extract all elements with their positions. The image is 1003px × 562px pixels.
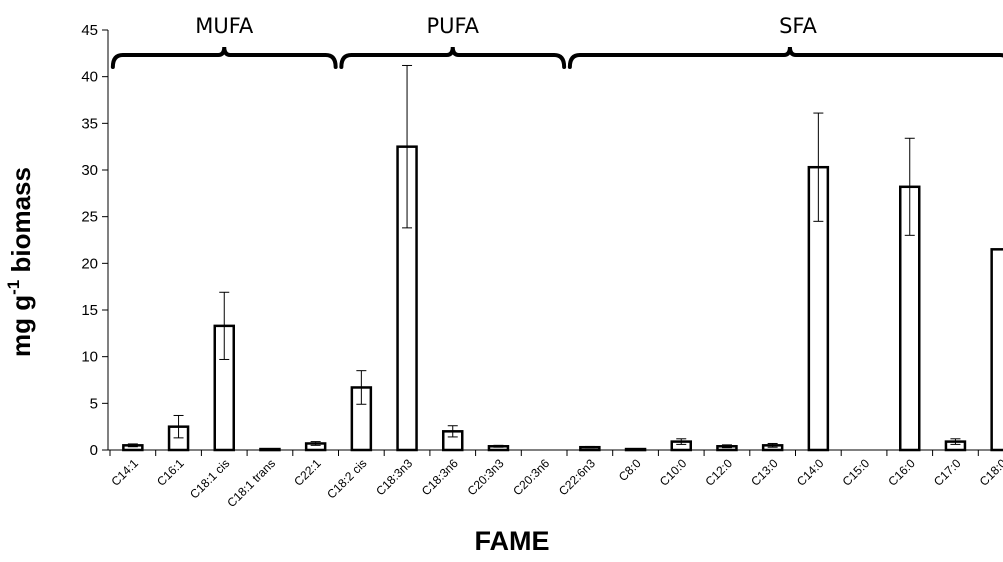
x-axis-title: FAME xyxy=(474,526,549,556)
category-label: C13:0 xyxy=(748,456,781,489)
group-bracket xyxy=(567,46,1003,69)
y-tick-label: 20 xyxy=(81,255,98,272)
category-label: C18:1 cis xyxy=(187,456,232,501)
group-bracket xyxy=(110,46,338,69)
y-axis-title: mg g-1 biomass xyxy=(4,167,36,357)
x-axis xyxy=(108,449,1003,456)
group-brackets: MUFA PUFA SFA xyxy=(110,14,1003,69)
y-tick-label: 25 xyxy=(81,209,98,226)
y-tick-label: 15 xyxy=(81,302,98,319)
category-label: C18:1 trans xyxy=(224,456,278,510)
category-label: C18:0 xyxy=(977,456,1003,489)
bars xyxy=(122,145,1003,452)
category-label: C16:0 xyxy=(885,456,918,489)
category-label: C8:0 xyxy=(616,456,644,484)
category-label: C14:0 xyxy=(794,456,827,489)
category-label: C22:1 xyxy=(291,456,324,489)
y-tick-label: 10 xyxy=(81,349,98,366)
group-label: PUFA xyxy=(426,14,479,38)
group-bracket xyxy=(339,46,567,69)
category-label: C10:0 xyxy=(657,456,690,489)
category-label: C14:1 xyxy=(108,456,141,489)
category-label: C18:3n3 xyxy=(373,456,415,498)
group-label: MUFA xyxy=(195,14,254,38)
category-label: C22:6n3 xyxy=(556,456,598,498)
y-tick-label: 0 xyxy=(90,442,98,459)
y-tick-label: 5 xyxy=(90,395,98,412)
category-label: C17:0 xyxy=(931,456,964,489)
category-label: C20:3n3 xyxy=(465,456,507,498)
y-tick-label: 30 xyxy=(81,162,98,179)
category-label: C18:3n6 xyxy=(419,456,461,498)
bar xyxy=(990,248,1003,452)
category-label: C20:3n6 xyxy=(510,456,552,498)
category-label: C16:1 xyxy=(154,456,187,489)
category-label: C12:0 xyxy=(703,456,736,489)
group-label: SFA xyxy=(779,14,817,38)
y-tick-label: 45 xyxy=(81,22,98,39)
y-tick-label: 40 xyxy=(81,69,98,86)
error-bars xyxy=(127,64,961,451)
y-tick-label: 35 xyxy=(81,115,98,132)
y-axis xyxy=(102,29,109,451)
category-label: C18:2 cis xyxy=(324,456,369,501)
y-tick-labels: 0 5 10 15 20 25 30 35 40 45 xyxy=(81,22,98,459)
category-label: C15:0 xyxy=(840,456,873,489)
